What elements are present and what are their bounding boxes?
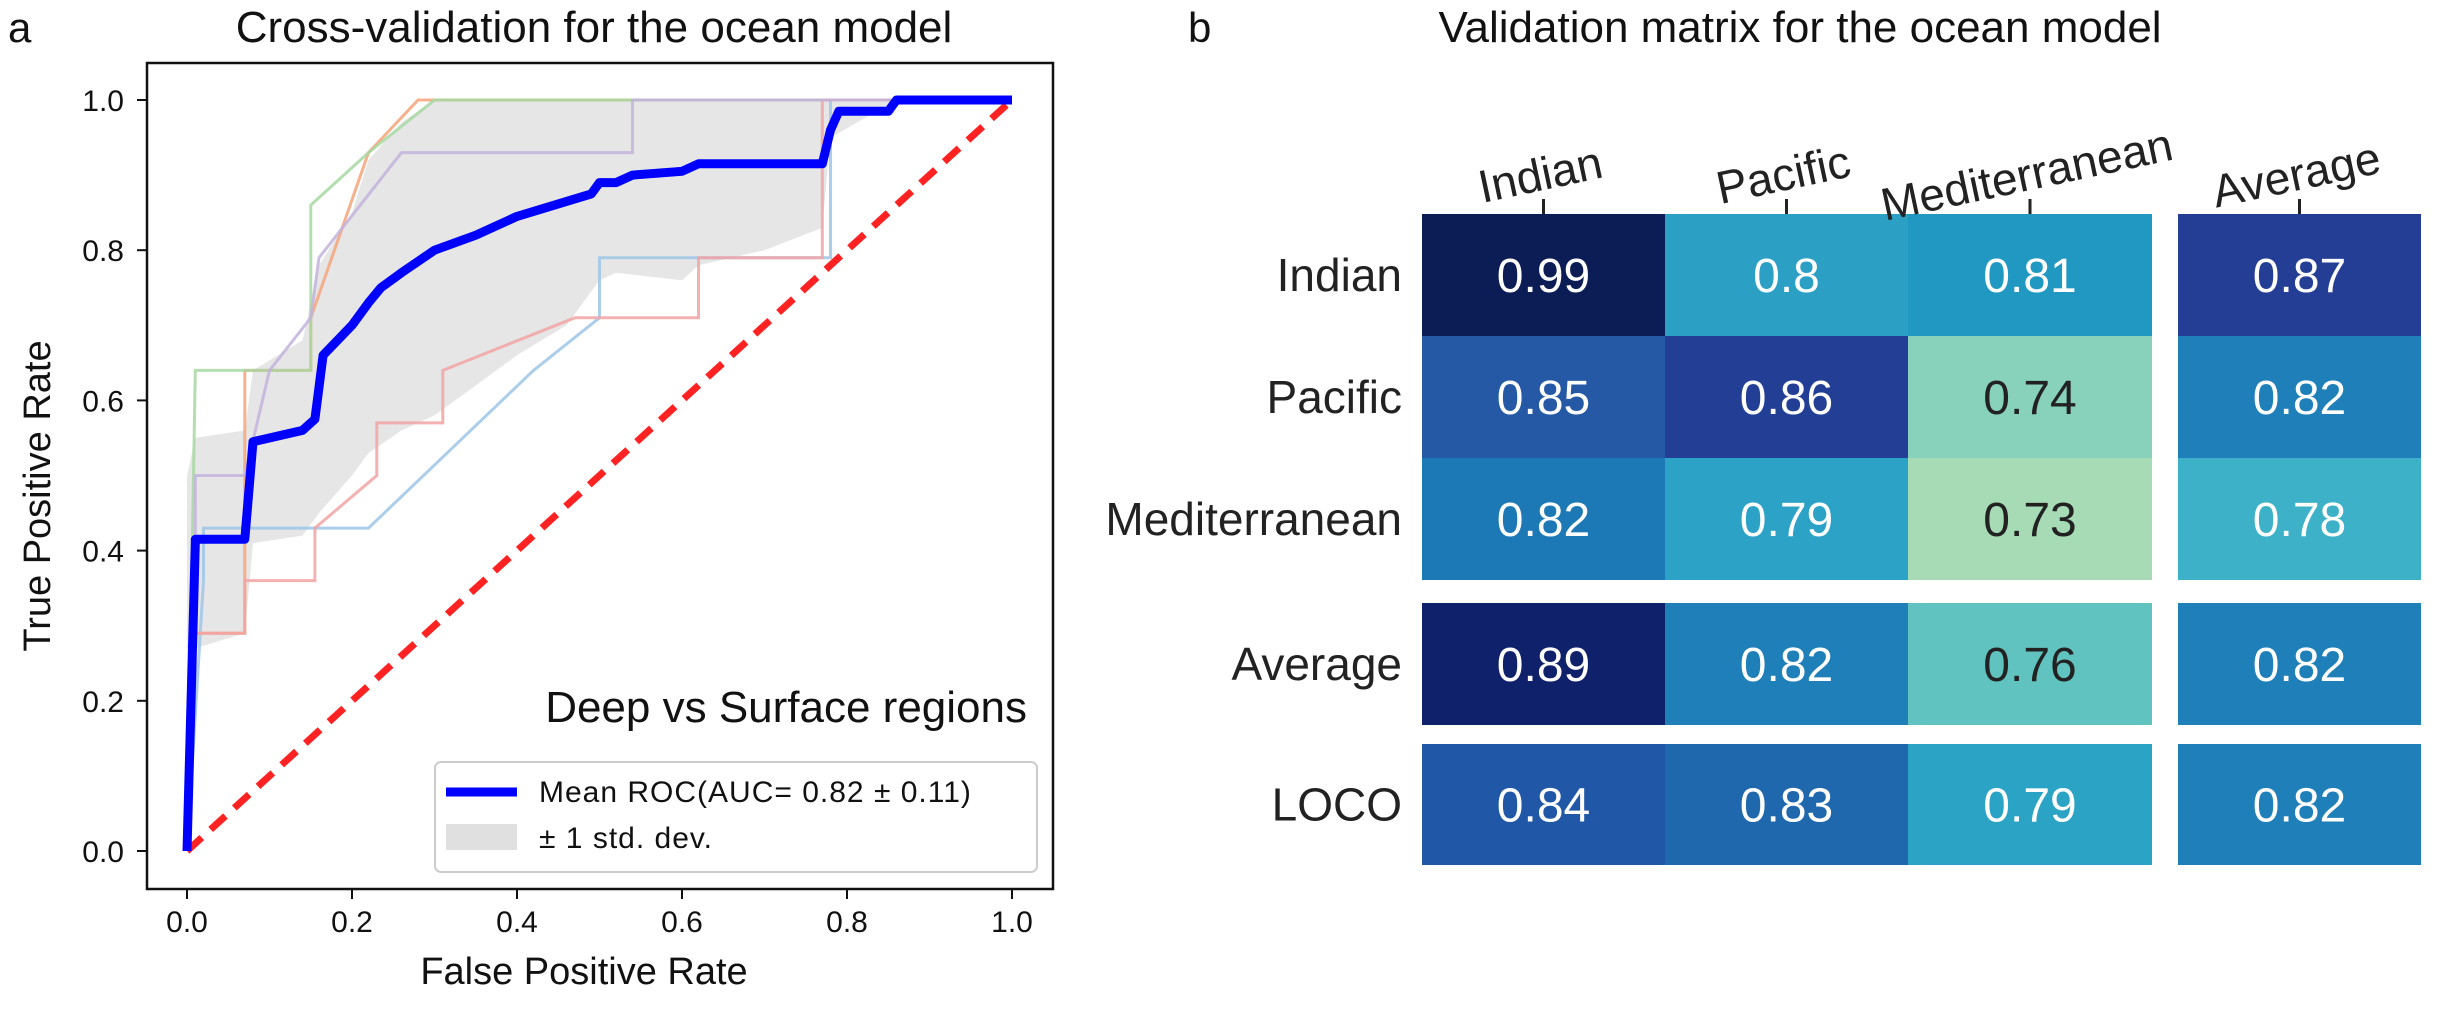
x-tick-label: 0.6 xyxy=(661,906,703,939)
heatmap-cell xyxy=(1908,458,2152,580)
heatmap-cell-value: 0.82 xyxy=(1497,494,1590,547)
chance-diagonal-line xyxy=(184,97,1015,854)
heatmap-cell xyxy=(1422,336,1665,458)
x-tick-label: 0.0 xyxy=(166,906,208,939)
mean-roc-layer xyxy=(182,95,1012,852)
heatmap-column-label: Pacific xyxy=(1712,135,1855,214)
legend-mean-roc-label: Mean ROC(AUC= 0.82 ± 0.11) xyxy=(539,776,972,809)
heatmap-cell xyxy=(1665,458,1908,580)
heatmap-cell-value: 0.89 xyxy=(1497,639,1590,692)
heatmap-row-label: Indian xyxy=(1277,249,1402,301)
heatmap-cell-value: 0.87 xyxy=(2253,250,2346,303)
heatmap-cell xyxy=(1665,744,1908,865)
mean-roc-curve xyxy=(182,95,1012,852)
y-tick-label: 0.2 xyxy=(82,686,124,719)
panel-letter-a: a xyxy=(8,4,32,51)
heatmap-row-labels: Indian Pacific Mediterranean Average LOCO xyxy=(1105,249,1402,831)
heatmap-cell xyxy=(1422,458,1665,580)
legend: Mean ROC(AUC= 0.82 ± 0.11) ± 1 std. dev. xyxy=(434,761,1038,873)
heatmap-cell xyxy=(1665,336,1908,458)
legend-std-label: ± 1 std. dev. xyxy=(539,822,713,855)
y-tick-label: 1.0 xyxy=(82,85,124,118)
heatmap-cell xyxy=(1908,744,2152,865)
heatmap-cell-value: 0.82 xyxy=(1740,639,1833,692)
heatmap-cell-value: 0.76 xyxy=(1983,639,2076,692)
roc-axes-frame xyxy=(145,61,1055,891)
heatmap-column-label: Indian xyxy=(1473,136,1606,213)
validation-heatmap: Validation matrix for the ocean model 0.… xyxy=(1105,3,2421,865)
legend-box xyxy=(434,761,1038,873)
std-dev-band xyxy=(187,100,1012,649)
heatmap-row-label: Average xyxy=(1231,638,1402,690)
heatmap-cell-value: 0.81 xyxy=(1983,250,2076,303)
heatmap-column-label: Mediterranean xyxy=(1876,118,2177,231)
heatmap-cell-value: 0.86 xyxy=(1740,372,1833,425)
x-tick-label: 0.2 xyxy=(331,906,373,939)
roc-annotation: Deep vs Surface regions xyxy=(545,683,1027,732)
x-tick-label: 1.0 xyxy=(991,906,1033,939)
heatmap-cell-value: 0.82 xyxy=(2253,639,2346,692)
heatmap-cell-value: 0.78 xyxy=(2253,494,2346,547)
heatmap-cell xyxy=(1908,603,2152,725)
heatmap-cell-value: 0.74 xyxy=(1983,372,2076,425)
roc-title: Cross-validation for the ocean model xyxy=(236,3,953,52)
heatmap-cells: 0.99 0.8 0.81 0.87 0.85 0.86 0.74 0.82 0.82 0.79 0… xyxy=(1422,214,2421,865)
x-ticks: 0.0 0.2 0.4 0.6 0.8 1.0 xyxy=(166,889,1033,939)
heatmap-row-label: LOCO xyxy=(1272,779,1402,831)
roc-chart: Cross-validation for the ocean model 0.0… xyxy=(17,3,1055,993)
fold-curves-layer xyxy=(185,98,1012,852)
heatmap-cell xyxy=(2178,603,2421,725)
x-tick-label: 0.4 xyxy=(496,906,538,939)
heatmap-cell xyxy=(2178,744,2421,865)
heatmap-cell-value: 0.84 xyxy=(1497,780,1590,833)
y-ticks: 0.0 0.2 0.4 0.6 0.8 1.0 xyxy=(82,85,147,869)
heatmap-cell-value: 0.82 xyxy=(2253,780,2346,833)
y-tick-label: 0.8 xyxy=(82,235,124,268)
y-tick-label: 0.0 xyxy=(82,836,124,869)
heatmap-cell xyxy=(2178,214,2421,336)
panel-letter-b: b xyxy=(1188,4,1211,51)
heatmap-cell xyxy=(1422,603,1665,725)
heatmap-cell-value: 0.8 xyxy=(1753,250,1820,303)
y-tick-label: 0.6 xyxy=(82,385,124,418)
std-band-layer xyxy=(187,100,1012,649)
heatmap-column-labels: Indian Pacific Mediterranean Average xyxy=(1473,118,2385,231)
heatmap-cell-value: 0.99 xyxy=(1497,250,1590,303)
y-axis-label: True Positive Rate xyxy=(17,340,59,651)
heatmap-cell xyxy=(1665,214,1908,336)
fold-roc-curve-4 xyxy=(185,98,1012,852)
heatmap-cell-value: 0.73 xyxy=(1983,494,2076,547)
x-tick-label: 0.8 xyxy=(826,906,868,939)
heatmap-cell xyxy=(1422,214,1665,336)
fold-roc-curve-3 xyxy=(185,98,1012,852)
heatmap-cell xyxy=(1665,603,1908,725)
fold-roc-curve-5 xyxy=(185,98,1012,852)
legend-std-swatch xyxy=(446,824,517,850)
y-tick-label: 0.4 xyxy=(82,536,124,569)
heatmap-cell xyxy=(1422,744,1665,865)
x-axis-label: False Positive Rate xyxy=(420,951,747,993)
chance-line-layer xyxy=(184,97,1015,854)
heatmap-row-label: Pacific xyxy=(1267,371,1402,423)
heatmap-cell-value: 0.85 xyxy=(1497,372,1590,425)
heatmap-row-label: Mediterranean xyxy=(1105,493,1402,545)
heatmap-cell xyxy=(1908,214,2152,336)
heatmap-cell-value: 0.79 xyxy=(1740,494,1833,547)
heatmap-cell-value: 0.79 xyxy=(1983,780,2076,833)
heatmap-cell xyxy=(1908,336,2152,458)
heatmap-cell xyxy=(2178,336,2421,458)
heatmap-cell xyxy=(2178,458,2421,580)
heatmap-cell-value: 0.82 xyxy=(2253,372,2346,425)
heatmap-title: Validation matrix for the ocean model xyxy=(1438,3,2161,52)
heatmap-column-label: Average xyxy=(2207,131,2385,217)
heatmap-cell-value: 0.83 xyxy=(1740,780,1833,833)
